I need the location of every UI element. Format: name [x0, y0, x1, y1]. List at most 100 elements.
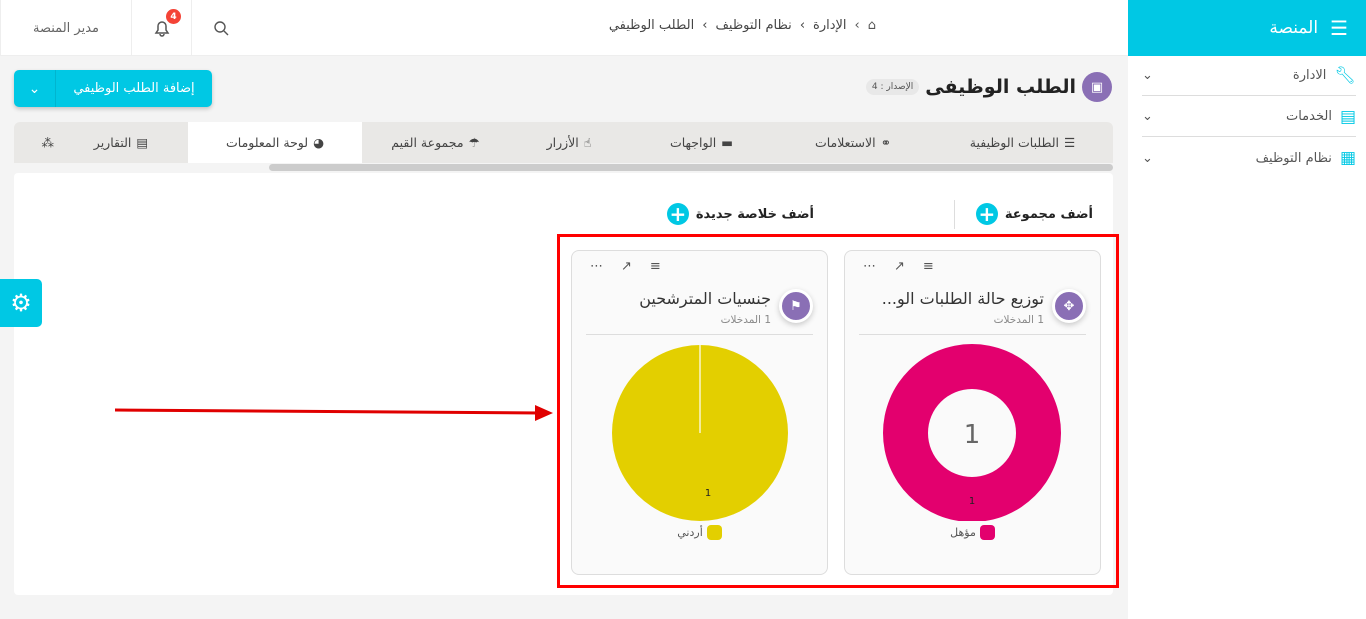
user-menu[interactable]: مدير المنصة — [0, 0, 131, 56]
tab-label: الواجهات — [669, 135, 717, 150]
file-icon: ▤ — [136, 135, 149, 150]
tab-interfaces[interactable]: ▬ الواجهات — [629, 122, 774, 163]
card-subtitle: 1 المدخلات — [993, 314, 1044, 326]
tab-label: الاستعلامات — [814, 135, 876, 150]
bell-icon — [154, 21, 169, 37]
sidebar-item-recruitment[interactable]: ⌄ نظام التوظيف ▦ — [1142, 138, 1356, 178]
plus-icon: + — [975, 203, 998, 225]
chevron-down-icon: ⌄ — [1142, 150, 1153, 166]
card-title: توزيع حالة الطلبات الو... — [881, 289, 1044, 308]
breadcrumb-item[interactable]: نظام التوظيف — [715, 18, 792, 33]
pie-chart-icon: ◕ — [313, 135, 324, 150]
add-summary-label: أضف خلاصة جديدة — [695, 206, 814, 222]
search-icon — [213, 21, 228, 36]
sidebar-title: المنصة — [1269, 18, 1319, 38]
tab-label: مجموعة القيم — [391, 135, 464, 150]
tab-reports[interactable]: ▤ التقارير — [54, 122, 188, 163]
sidebar-item-admin[interactable]: ⌄ الادارة 🔧︎ — [1142, 56, 1356, 96]
more-icon[interactable]: ⋯ — [590, 259, 603, 274]
sidebar-item-services[interactable]: ⌄ الخدمات ▤ — [1142, 97, 1356, 137]
tab-bar: ☰ الطلبات الوظيفية ⚭ الاستعلامات ▬ الواجهات… — [14, 122, 1113, 163]
legend: مؤهل — [845, 525, 1100, 540]
sidebar-item-label: الخدمات — [1285, 109, 1332, 124]
top-bar: مدير المنصة 4 ⌂ › الإدارة › نظام التوظيف › … — [0, 0, 1128, 56]
data-label: 1 — [969, 496, 975, 507]
plus-icon: + — [666, 203, 689, 225]
legend-label: أردني — [677, 526, 703, 539]
add-job-request-button[interactable]: ⌄ إضافة الطلب الوظيفي — [14, 70, 212, 107]
tab-dashboard[interactable]: ◕ لوحة المعلومات — [188, 122, 362, 163]
list-icon[interactable]: ≡ — [922, 259, 934, 274]
notifications-button[interactable]: 4 — [131, 0, 191, 56]
tabs-scrollbar[interactable] — [269, 164, 1113, 171]
highlight-box — [557, 234, 1119, 588]
legend: أردني — [572, 525, 827, 540]
settings-button[interactable]: ⚙ — [0, 279, 42, 327]
annotation-arrow — [114, 405, 553, 421]
tab-value-sets[interactable]: ☂ مجموعة القيم — [362, 122, 509, 163]
menu-icon[interactable]: ☰ — [1330, 16, 1348, 40]
wrench-icon: 🔧︎ — [1334, 65, 1356, 86]
donut-chart: 1 1 — [883, 344, 1061, 521]
chart-card-status: ⋯ ↗ ≡ ✥ توزيع حالة الطلبات الو... 1 المدخل… — [844, 250, 1101, 575]
home-icon[interactable]: ⌂ — [867, 18, 876, 33]
legend-swatch[interactable] — [979, 525, 995, 540]
list-icon: ☰ — [1064, 135, 1076, 150]
breadcrumb-item: الطلب الوظيفي — [608, 18, 695, 33]
divider — [954, 200, 955, 229]
add-summary-button[interactable]: أضف خلاصة جديدة + — [666, 203, 814, 225]
external-link-icon[interactable]: ↗ — [621, 259, 632, 274]
breadcrumb-item[interactable]: الإدارة — [813, 18, 847, 33]
breadcrumb: ⌂ › الإدارة › نظام التوظيف › الطلب الوظيفي — [608, 18, 876, 33]
tab-job-requests[interactable]: ☰ الطلبات الوظيفية — [932, 122, 1113, 163]
chevron-down-icon: ⌄ — [1142, 68, 1153, 83]
legend-label: مؤهل — [950, 526, 976, 539]
sidebar: المنصة ☰ ⌄ الادارة 🔧︎ ⌄ الخدمات ▤ ⌄ نظام التو… — [1128, 0, 1366, 619]
divider — [586, 334, 813, 335]
qr-icon: ▦ — [1339, 148, 1356, 168]
chart-card-nationalities: ⋯ ↗ ≡ ⚑ جنسيات المترشحين 1 المدخلات 1 أردن… — [571, 250, 828, 575]
sidebar-header: المنصة ☰ — [1128, 0, 1366, 56]
card-title: جنسيات المترشحين — [639, 289, 771, 308]
flag-icon[interactable]: ⚑ — [779, 289, 813, 323]
card-subtitle: 1 المدخلات — [720, 314, 771, 326]
page-title: الطلب الوظيفى — [925, 76, 1076, 98]
donut-slice[interactable] — [883, 344, 1061, 521]
layout-icon: ▬ — [721, 135, 734, 150]
user-name: مدير المنصة — [33, 20, 99, 36]
tab-label: لوحة المعلومات — [226, 135, 309, 150]
sidebar-item-label: نظام التوظيف — [1255, 150, 1332, 166]
tab-buttons[interactable]: ☝ الأزرار — [509, 122, 629, 163]
pie-chart: 1 — [612, 345, 788, 521]
umbrella-icon: ☂ — [468, 135, 480, 150]
card-toolbar: ⋯ ↗ ≡ — [590, 259, 661, 274]
add-group-button[interactable]: أضف مجموعة + — [975, 203, 1093, 225]
chevron-down-icon[interactable]: ⌄ — [14, 70, 56, 107]
tab-queries[interactable]: ⚭ الاستعلامات — [774, 122, 932, 163]
page-header: ▣ الطلب الوظيفى الإصدار : 4 — [865, 72, 1112, 102]
divider — [859, 334, 1086, 335]
search-button[interactable] — [191, 0, 249, 56]
tab-label: الطلبات الوظيفية — [969, 135, 1060, 150]
data-label: 1 — [705, 488, 711, 499]
share-nodes-icon: ⁂ — [41, 135, 55, 150]
gear-icon: ⚙ — [10, 289, 32, 317]
more-icon[interactable]: ⋯ — [863, 259, 876, 274]
add-button-label: إضافة الطلب الوظيفي — [73, 81, 195, 96]
version-badge: الإصدار : 4 — [865, 79, 920, 95]
donut-center-label: 1 — [964, 420, 981, 450]
external-link-icon[interactable]: ↗ — [894, 259, 905, 274]
tab-label: الأزرار — [546, 135, 579, 150]
move-icon[interactable]: ✥ — [1052, 289, 1086, 323]
hand-pointer-icon: ☝ — [583, 135, 592, 150]
tab-more[interactable]: ⁂ — [14, 122, 55, 163]
card-toolbar: ⋯ ↗ ≡ — [863, 259, 934, 274]
tab-label: التقارير — [93, 135, 132, 150]
legend-swatch[interactable] — [706, 525, 722, 540]
chevron-down-icon: ⌄ — [1142, 109, 1153, 124]
briefcase-icon: ▣ — [1082, 72, 1112, 102]
binoculars-icon: ⚭ — [880, 135, 892, 150]
list-icon[interactable]: ≡ — [649, 259, 661, 274]
add-group-label: أضف مجموعة — [1004, 206, 1093, 222]
sidebar-item-label: الادارة — [1292, 68, 1327, 83]
